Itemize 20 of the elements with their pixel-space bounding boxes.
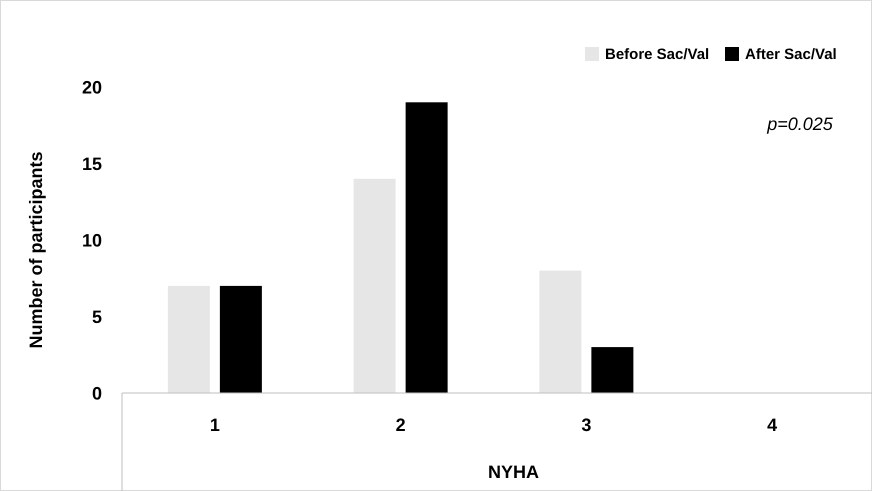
- bar: [220, 286, 262, 393]
- y-tick-label: 0: [92, 383, 102, 404]
- bar: [406, 102, 448, 393]
- x-tick-label: 4: [767, 415, 778, 435]
- y-tick-label: 5: [92, 306, 102, 327]
- y-tick-label: 10: [82, 230, 102, 250]
- legend-label: After Sac/Val: [745, 46, 837, 63]
- x-tick-label: 2: [396, 415, 406, 435]
- x-tick-label: 1: [210, 415, 220, 435]
- y-tick-label: 15: [82, 154, 102, 174]
- y-axis-title: Number of participants: [26, 151, 46, 349]
- bar: [168, 286, 210, 393]
- legend-label: Before Sac/Val: [605, 46, 710, 63]
- x-axis-title: NYHA: [488, 462, 540, 482]
- annotation: p=0.025: [766, 114, 834, 134]
- bar: [539, 270, 582, 393]
- y-tick-label: 20: [82, 77, 102, 98]
- bar: [591, 347, 634, 393]
- x-tick-label: 3: [581, 415, 592, 435]
- bar: [354, 178, 396, 393]
